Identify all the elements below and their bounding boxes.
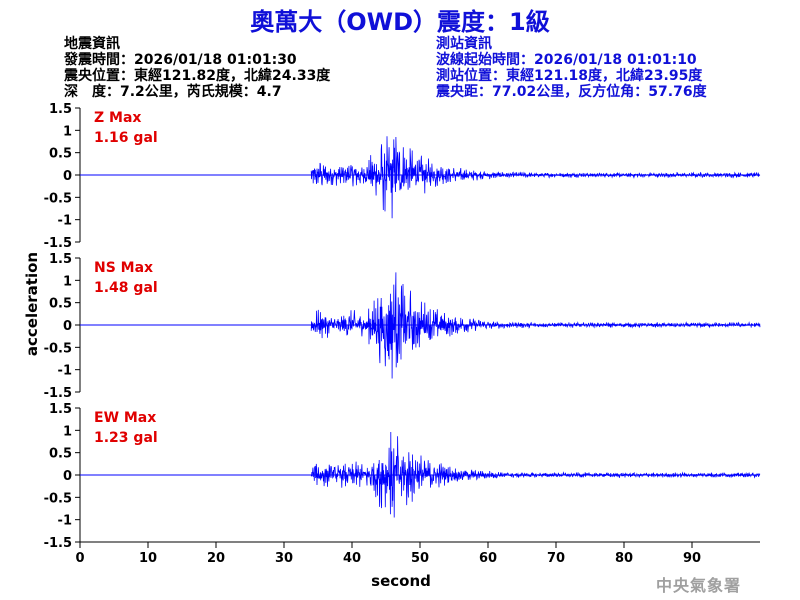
wave-start-time: 波線起始時間：2026/01/18 01:01:10: [436, 52, 697, 68]
epicentral-distance-azimuth: 震央距：77.02公里，反方位角：57.76度: [436, 84, 707, 100]
y-tick-label: -1: [58, 214, 72, 229]
y-tick-label: 0.5: [49, 297, 72, 312]
y-tick-label: 1.5: [49, 402, 72, 417]
station-info-heading: 測站資訊: [436, 36, 492, 52]
max-label-z: Z Max: [94, 110, 141, 126]
x-tick-label: 70: [547, 551, 565, 566]
y-tick-label: -0.5: [44, 341, 72, 356]
y-axis-label: acceleration: [23, 252, 41, 356]
x-tick-label: 0: [75, 551, 84, 566]
epicenter-location: 震央位置：東經121.82度，北緯24.33度: [64, 68, 331, 84]
y-tick-label: -0.5: [44, 191, 72, 206]
y-tick-label: 0: [63, 169, 72, 184]
y-tick-label: -1: [58, 514, 72, 529]
y-tick-label: 1: [63, 424, 72, 439]
max-value-ew: 1.23 gal: [94, 430, 158, 446]
station-info: 測站資訊 波線起始時間：2026/01/18 01:01:10 測站位置：東經1…: [436, 36, 707, 100]
max-value-ns: 1.48 gal: [94, 280, 158, 296]
y-tick-label: -1: [58, 364, 72, 379]
y-tick-label: -1.5: [44, 236, 72, 251]
x-tick-label: 40: [343, 551, 361, 566]
y-tick-label: 1.5: [49, 102, 72, 117]
x-tick-label: 80: [615, 551, 633, 566]
y-tick-label: 0.5: [49, 147, 72, 162]
y-tick-label: 0: [63, 469, 72, 484]
depth-magnitude: 深 度：7.2公里，芮氏規模：4.7: [64, 84, 282, 100]
y-tick-label: -1.5: [44, 386, 72, 401]
max-label-ew: EW Max: [94, 410, 156, 426]
waveform-trace-ns: [310, 272, 761, 379]
y-tick-label: 1.5: [49, 252, 72, 267]
agency-watermark: 中央氣象署: [656, 576, 742, 595]
waveform-trace-z: [310, 136, 761, 219]
x-tick-label: 30: [275, 551, 293, 566]
x-tick-label: 60: [479, 551, 497, 566]
origin-time: 發震時間：2026/01/18 01:01:30: [64, 52, 297, 68]
x-tick-label: 20: [207, 551, 225, 566]
waveform-trace-ew: [310, 431, 761, 518]
earthquake-info: 地震資訊 發震時間：2026/01/18 01:01:30 震央位置：東經121…: [64, 36, 330, 100]
y-tick-label: 0.5: [49, 447, 72, 462]
station-location: 測站位置：東經121.18度，北緯23.95度: [436, 68, 703, 84]
x-axis-label: second: [371, 572, 431, 590]
x-tick-label: 50: [411, 551, 429, 566]
y-tick-label: -0.5: [44, 491, 72, 506]
x-tick-label: 10: [139, 551, 157, 566]
y-tick-label: 1: [63, 124, 72, 139]
x-tick-label: 90: [683, 551, 701, 566]
chart-title: 奧萬大（OWD）震度：1級: [250, 8, 550, 36]
y-tick-label: -1.5: [44, 536, 72, 551]
y-tick-label: 0: [63, 319, 72, 334]
max-value-z: 1.16 gal: [94, 130, 158, 146]
y-tick-label: 1: [63, 274, 72, 289]
max-label-ns: NS Max: [94, 260, 153, 276]
earthquake-info-heading: 地震資訊: [64, 36, 120, 52]
